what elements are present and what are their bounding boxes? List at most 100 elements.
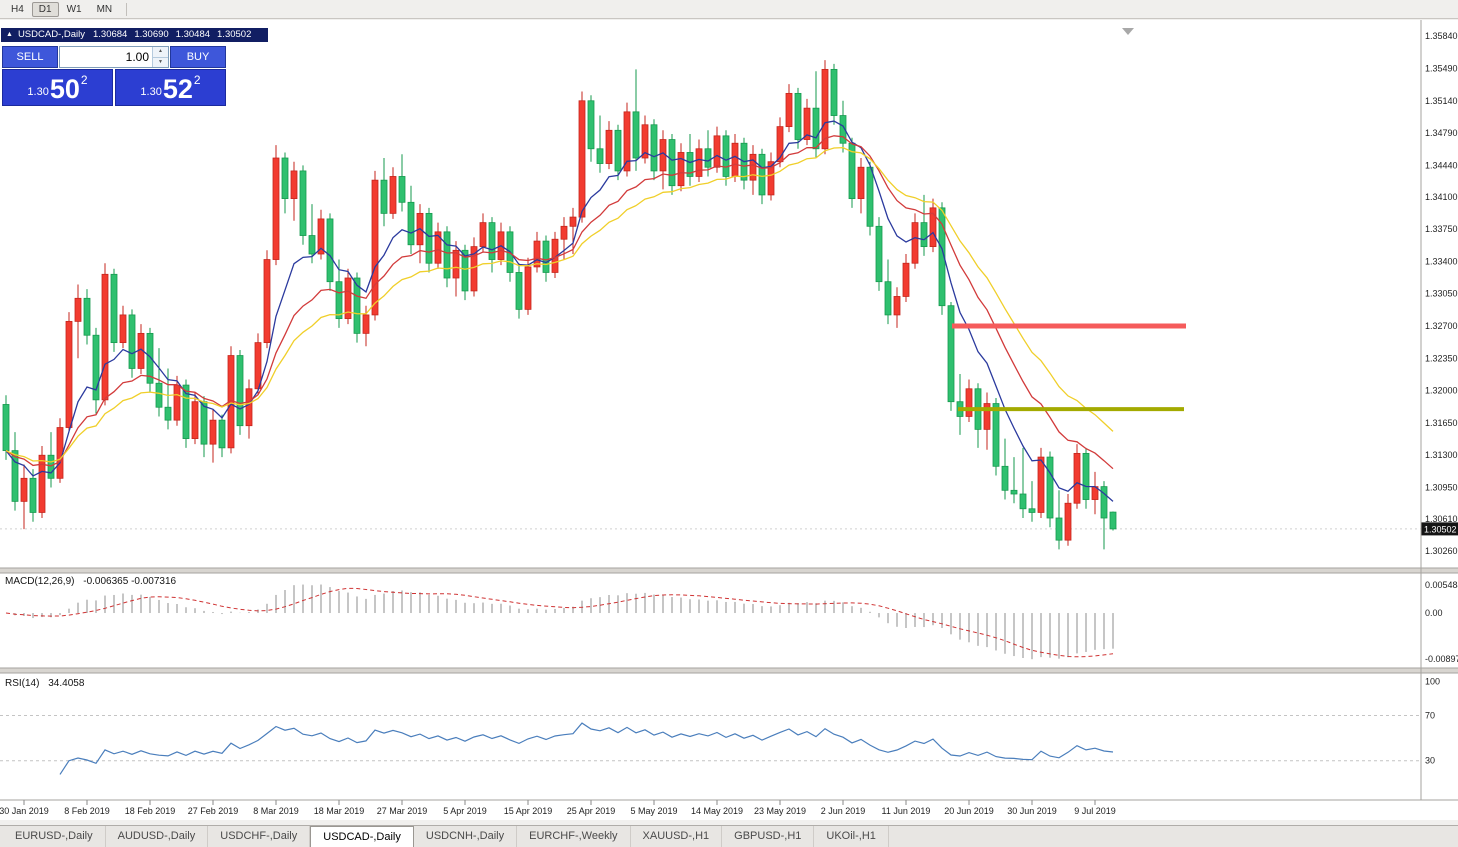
svg-text:70: 70 [1425,711,1435,721]
svg-text:1.32700: 1.32700 [1425,321,1458,331]
svg-text:1.31650: 1.31650 [1425,418,1458,428]
moving-average-8 [5,120,1114,502]
svg-text:0.00: 0.00 [1425,608,1443,618]
svg-text:1.34440: 1.34440 [1425,160,1458,170]
chart-title: ▲ USDCAD-,Daily 1.30684 1.30690 1.30484 … [1,28,269,42]
macd-indicator-label: MACD(12,26,9) -0.006365 -0.007316 [5,576,176,587]
buy-price-prefix: 1.30 [140,86,162,98]
price-axis: 1.35840 1.35490 1.35140 1.34790 1.34440 1.341… [1425,31,1458,556]
svg-text:30 Jan 2019: 30 Jan 2019 [0,806,49,816]
volume-spinner: ▲ ▼ [152,47,168,67]
svg-text:1.32000: 1.32000 [1425,386,1458,396]
svg-text:1.30260: 1.30260 [1425,546,1458,556]
sell-price-prefix: 1.30 [27,86,49,98]
chart-tabs: EURUSD-,Daily AUDUSD-,Daily USDCHF-,Daily U… [0,825,1458,847]
svg-text:14 May 2019: 14 May 2019 [691,806,743,816]
svg-text:18 Feb 2019: 18 Feb 2019 [125,806,176,816]
volume-up-button[interactable]: ▲ [153,47,168,58]
svg-text:-0.008974: -0.008974 [1425,654,1458,664]
time-axis: 30 Jan 2019 8 Feb 2019 18 Feb 2019 27 Feb 2… [0,800,1116,816]
tab-gbpusd-h1[interactable]: GBPUSD-,H1 [722,826,815,847]
rsi-axis: 100 70 30 [1425,677,1440,766]
svg-text:2 Jun 2019: 2 Jun 2019 [821,806,866,816]
timeframe-button-mn[interactable]: MN [96,3,113,15]
svg-text:1.33750: 1.33750 [1425,224,1458,234]
sell-button[interactable]: SELL [2,46,58,68]
tab-eurusd-daily[interactable]: EURUSD-,Daily [3,826,106,847]
ohlc-low: 1.30484 [175,29,211,40]
macd-signal-line [5,587,1114,658]
tab-xauusd-h1[interactable]: XAUUSD-,H1 [631,826,723,847]
chart-shift-marker-icon[interactable] [1122,28,1134,35]
svg-text:1.35840: 1.35840 [1425,31,1458,41]
symbol-period-label: USDCAD-,Daily [17,29,85,40]
svg-text:27 Mar 2019: 27 Mar 2019 [377,806,428,816]
buy-price-display[interactable]: 1.30 52 2 [115,69,226,106]
tab-usdchf-daily[interactable]: USDCHF-,Daily [208,826,311,847]
sell-price-pipette: 2 [80,73,88,87]
moving-average-16 [5,135,1114,470]
buy-button[interactable]: BUY [170,46,226,68]
svg-text:1.31300: 1.31300 [1425,450,1458,460]
timeframe-button-h4[interactable]: H4 [11,3,24,15]
svg-text:1.34100: 1.34100 [1425,192,1458,202]
current-price-text: 1.30502 [1424,524,1457,534]
svg-text:30: 30 [1425,756,1435,766]
svg-text:30 Jun 2019: 30 Jun 2019 [1007,806,1057,816]
candles[interactable] [2,60,1117,550]
svg-text:15 Apr 2019: 15 Apr 2019 [504,806,553,816]
svg-text:1.30950: 1.30950 [1425,483,1458,493]
tab-ukoil-h1[interactable]: UKOil-,H1 [814,826,889,847]
macd-histogram [14,584,1114,660]
macd-axis: 0.005484 0.00 -0.008974 [1425,580,1458,664]
timeframe-button-w1[interactable]: W1 [66,3,82,15]
tab-usdcnh-daily[interactable]: USDCNH-,Daily [414,826,518,847]
svg-text:25 Apr 2019: 25 Apr 2019 [567,806,616,816]
rsi-value: 34.4058 [48,678,85,689]
rsi-indicator-label: RSI(14) 34.4058 [5,678,84,689]
one-click-trading-panel: SELL ▲ ▼ BUY 1.30 50 2 1.30 [2,46,226,106]
sell-price-display[interactable]: 1.30 50 2 [2,69,113,106]
svg-text:1.33400: 1.33400 [1425,256,1458,266]
svg-text:100: 100 [1425,677,1440,687]
svg-text:1.32350: 1.32350 [1425,353,1458,363]
tab-audusd-daily[interactable]: AUDUSD-,Daily [106,826,209,847]
svg-text:5 Apr 2019: 5 Apr 2019 [443,806,487,816]
timeframe-button-d1[interactable]: D1 [31,1,59,17]
toolbar-divider [126,2,128,16]
tab-usdcad-daily[interactable]: USDCAD-,Daily [310,826,414,847]
svg-text:9 Jul 2019: 9 Jul 2019 [1074,806,1116,816]
rsi-name: RSI(14) [5,678,40,689]
timeframe-toolbar: H4 D1 W1 MN [0,0,1458,19]
moving-average-24 [5,146,1114,463]
svg-text:11 Jun 2019: 11 Jun 2019 [882,806,931,816]
svg-text:8 Feb 2019: 8 Feb 2019 [64,806,110,816]
rsi-line [59,722,1114,775]
volume-down-button[interactable]: ▼ [153,57,168,67]
collapse-arrow-icon[interactable]: ▲ [6,31,13,38]
svg-text:23 May 2019: 23 May 2019 [754,806,806,816]
svg-text:5 May 2019: 5 May 2019 [630,806,677,816]
buy-price-pipette: 2 [193,73,201,87]
rsi-level-lines [0,715,1421,762]
macd-name: MACD(12,26,9) [5,576,75,587]
ohlc-close: 1.30502 [217,29,252,40]
macd-values: -0.006365 -0.007316 [83,576,177,587]
buy-price-big: 52 [162,74,193,104]
svg-text:18 Mar 2019: 18 Mar 2019 [314,806,365,816]
svg-text:1.35140: 1.35140 [1425,96,1458,106]
current-price-tag [1421,522,1458,536]
volume-input[interactable] [60,47,152,67]
tab-eurchf-weekly[interactable]: EURCHF-,Weekly [517,826,631,847]
splitter-main-macd[interactable] [0,568,1458,573]
ohlc-open: 1.30684 [92,29,128,40]
svg-text:1.34790: 1.34790 [1425,128,1458,138]
svg-text:20 Jun 2019: 20 Jun 2019 [944,806,994,816]
splitter-macd-rsi[interactable] [0,668,1458,673]
svg-text:1.30610: 1.30610 [1425,514,1458,524]
svg-text:0.005484: 0.005484 [1425,580,1458,590]
svg-text:8 Mar 2019: 8 Mar 2019 [253,806,299,816]
chart-window: 1.35840 1.35490 1.35140 1.34790 1.34440 1.341… [0,20,1458,820]
price-chart[interactable]: 1.35840 1.35490 1.35140 1.34790 1.34440 1.341… [0,20,1458,820]
